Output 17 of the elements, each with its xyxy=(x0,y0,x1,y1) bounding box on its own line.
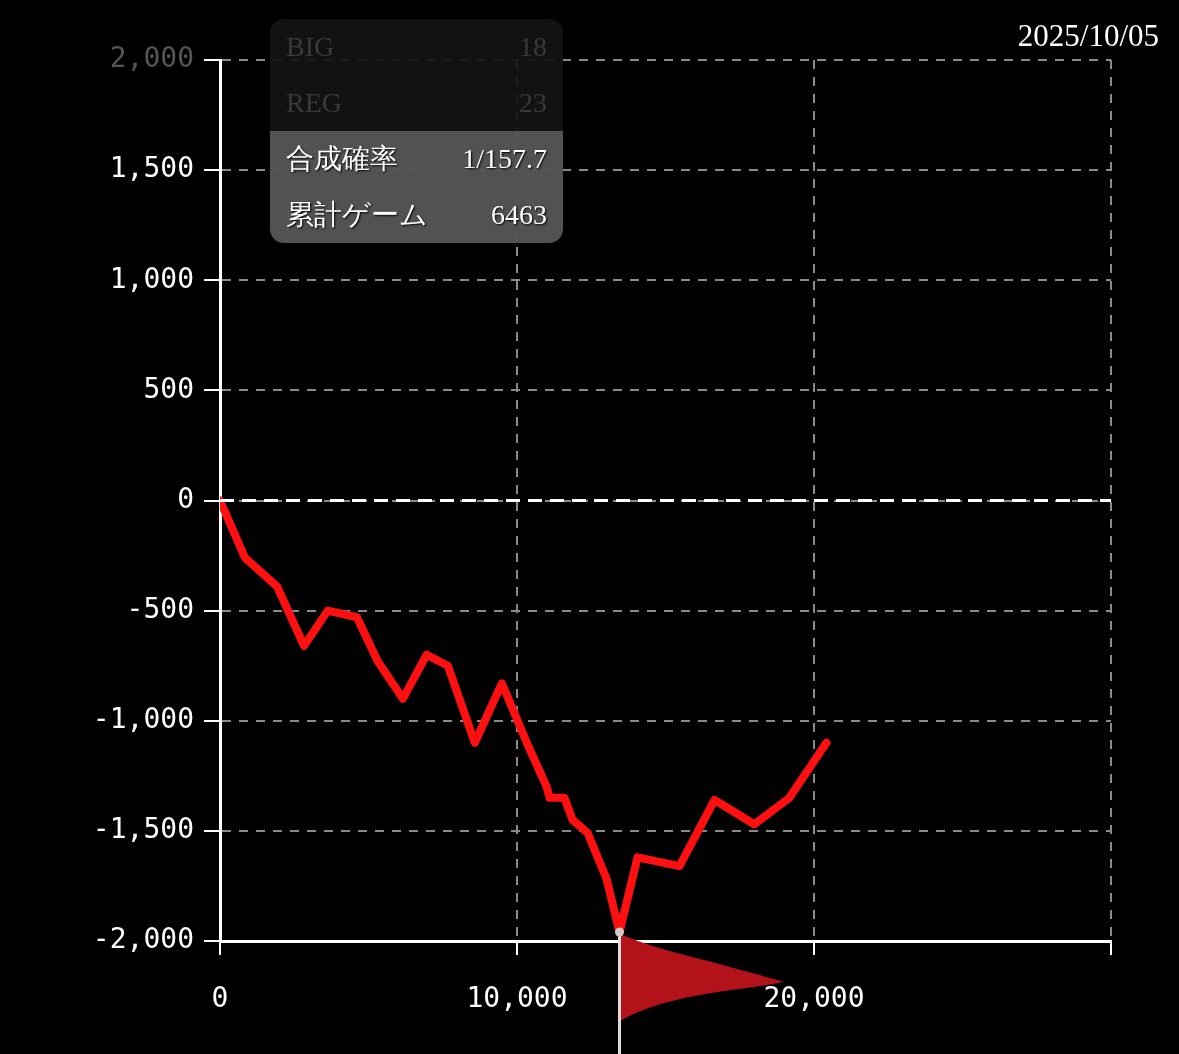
y-tick-label: -1,500 xyxy=(92,812,194,846)
annotation: 合成確率 xyxy=(286,142,398,176)
annotation: 累計ゲーム xyxy=(286,198,428,232)
annotation: 1/157.7 xyxy=(462,143,547,175)
annotation: 6463 xyxy=(491,199,547,231)
y-tick-label: 1,500 xyxy=(109,151,194,185)
y-tick-label: 500 xyxy=(143,371,194,405)
y-tick-label: 2,000 xyxy=(109,41,194,75)
y-tick-label: -2,000 xyxy=(92,922,194,956)
x-tick-label: 10,000 xyxy=(466,981,568,1015)
y-tick-label: -500 xyxy=(126,591,194,625)
y-tick-label: -1,000 xyxy=(92,702,194,736)
y-tick-label: 1,000 xyxy=(109,261,194,295)
y-tick-label: 0 xyxy=(177,481,194,515)
text: 2025/10/05 xyxy=(1017,18,1159,54)
x-tick-label: 0 xyxy=(211,981,229,1015)
x-tick-label: 20,000 xyxy=(763,981,865,1015)
